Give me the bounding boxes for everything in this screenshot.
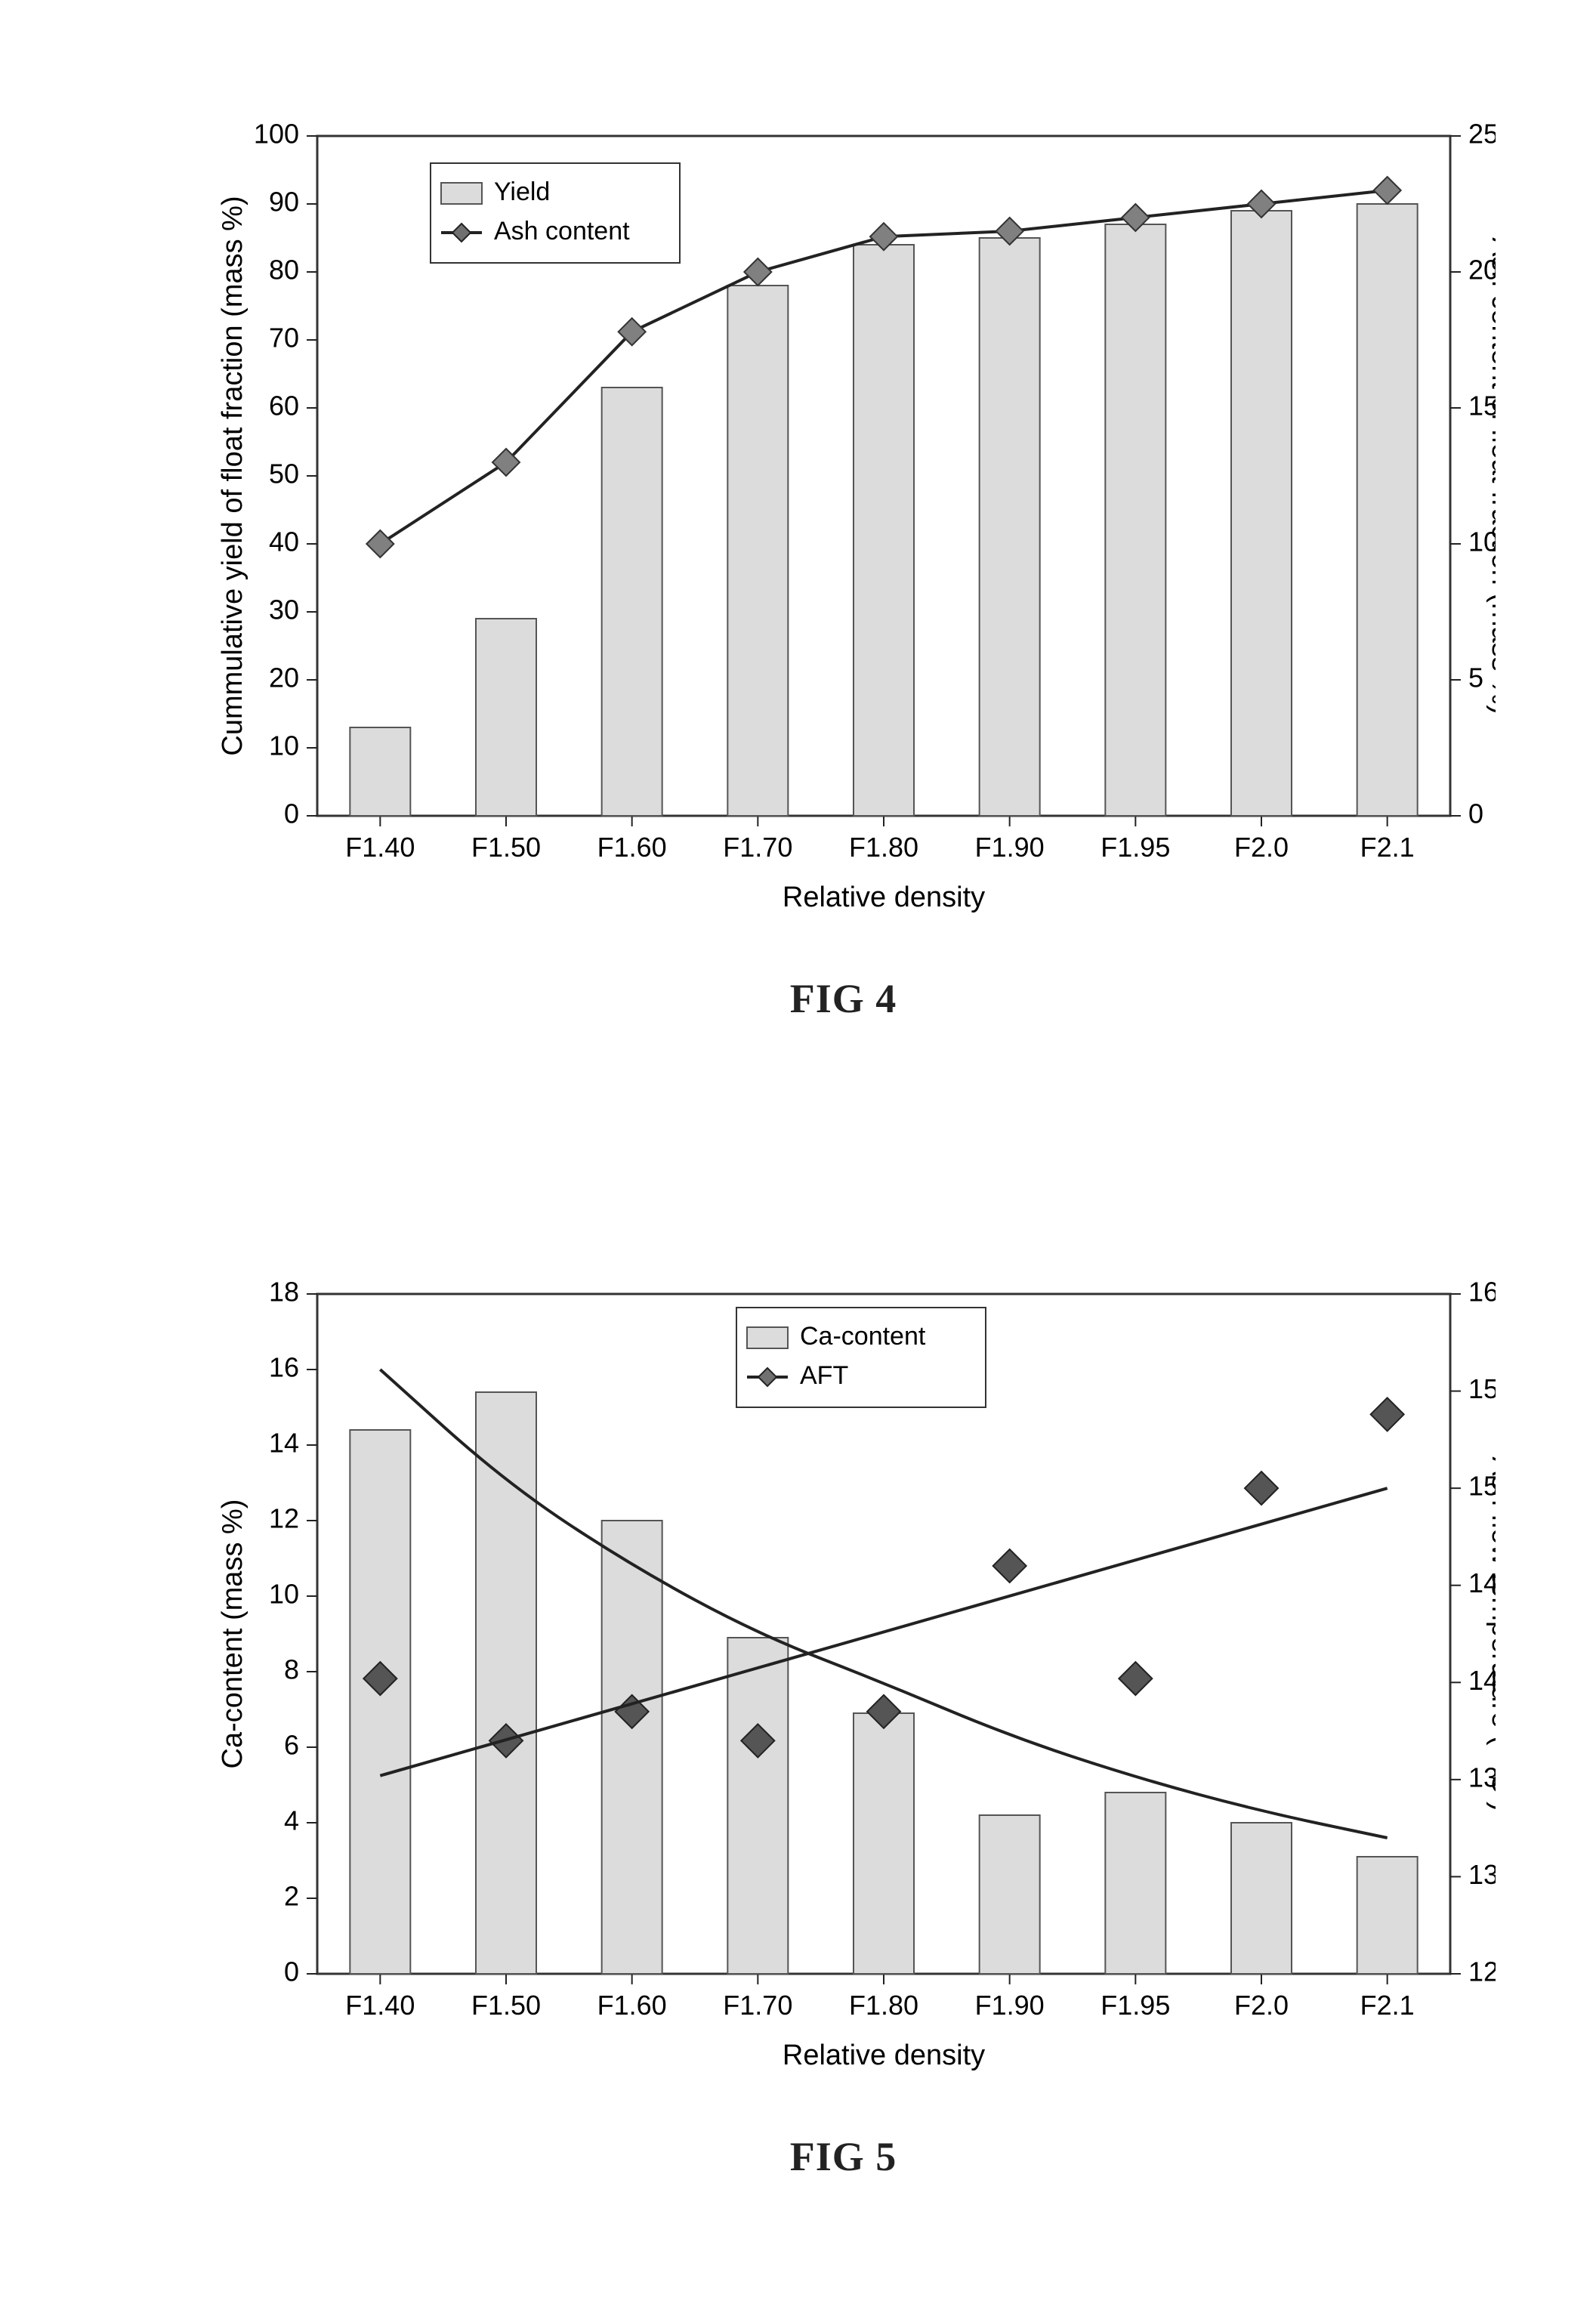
svg-text:F1.95: F1.95 [1101,832,1170,863]
svg-text:Yield: Yield [494,178,550,206]
svg-text:10: 10 [269,1579,299,1610]
svg-text:20: 20 [269,662,299,693]
svg-text:Relative density: Relative density [783,882,985,913]
figure-5: 024681012141618Ca-content (mass %)125013… [211,1249,1475,2180]
svg-text:14: 14 [269,1428,299,1459]
svg-text:Ash content of float fraction: Ash content of float fraction (mass %) [1486,237,1496,715]
svg-text:F2.0: F2.0 [1234,832,1289,863]
svg-text:F1.80: F1.80 [849,1990,918,2021]
fig4-chart: 0102030405060708090100Cummulative yield … [211,91,1496,944]
svg-text:F1.80: F1.80 [849,832,918,863]
fig4-caption: FIG 4 [211,975,1475,1022]
svg-text:5: 5 [1468,662,1483,693]
svg-text:10: 10 [269,730,299,761]
svg-text:AFT: AFT [800,1361,848,1390]
svg-text:Ca-content: Ca-content [800,1322,926,1351]
svg-text:F1.50: F1.50 [471,1990,541,2021]
svg-text:1250: 1250 [1468,1956,1496,1987]
svg-text:1300: 1300 [1468,1859,1496,1890]
svg-text:1600: 1600 [1468,1277,1496,1308]
svg-text:F1.70: F1.70 [723,1990,792,2021]
svg-text:F2.0: F2.0 [1234,1990,1289,2021]
svg-text:0: 0 [284,1956,299,1987]
fig5-chart: 0 2 4 6 8 10 12 14 16 18 Ca-content (mass %) 1250 13… [211,1249,1496,2102]
svg-text:90: 90 [269,187,299,218]
fig5-caption: FIG 5 [211,2133,1475,2180]
svg-text:F1.70: F1.70 [723,832,792,863]
svg-text:1550: 1550 [1468,1373,1496,1404]
svg-text:Relative density: Relative density [783,2040,985,2071]
svg-text:2: 2 [284,1881,299,1912]
svg-text:F1.60: F1.60 [597,832,667,863]
svg-text:100: 100 [254,119,299,150]
svg-text:30: 30 [269,594,299,625]
svg-text:F1.90: F1.90 [975,1990,1045,2021]
svg-text:6: 6 [284,1730,299,1761]
svg-text:Cummulative yield of float fra: Cummulative yield of float fraction (mas… [217,196,249,755]
svg-text:18: 18 [269,1277,299,1308]
svg-text:40: 40 [269,527,299,557]
svg-text:4: 4 [284,1805,299,1836]
svg-text:16: 16 [269,1352,299,1383]
svg-text:F1.40: F1.40 [345,1990,415,2021]
svg-text:25: 25 [1468,119,1496,150]
svg-text:F2.1: F2.1 [1360,832,1415,863]
svg-text:F1.95: F1.95 [1101,1990,1170,2021]
svg-text:Ash content: Ash content [494,217,630,245]
svg-text:60: 60 [269,391,299,422]
svg-text:F2.1: F2.1 [1360,1990,1415,2021]
figure-4: 0 10 20 30 40 50 60 70 80 90 100 Cummulative yield … [211,91,1475,1022]
svg-text:70: 70 [269,323,299,354]
svg-text:8: 8 [284,1654,299,1685]
svg-text:0: 0 [1468,798,1483,829]
svg-text:F1.90: F1.90 [975,832,1045,863]
svg-text:Ash flow temperature ( ° C ): Ash flow temperature ( ° C ) [1486,1456,1496,1811]
svg-text:80: 80 [269,255,299,286]
svg-text:0: 0 [284,798,299,829]
svg-text:50: 50 [269,459,299,489]
svg-text:Ca-content (mass %): Ca-content (mass %) [217,1499,249,1769]
svg-text:F1.40: F1.40 [345,832,415,863]
svg-text:F1.60: F1.60 [597,1990,667,2021]
svg-text:F1.50: F1.50 [471,832,541,863]
svg-text:12: 12 [269,1503,299,1534]
